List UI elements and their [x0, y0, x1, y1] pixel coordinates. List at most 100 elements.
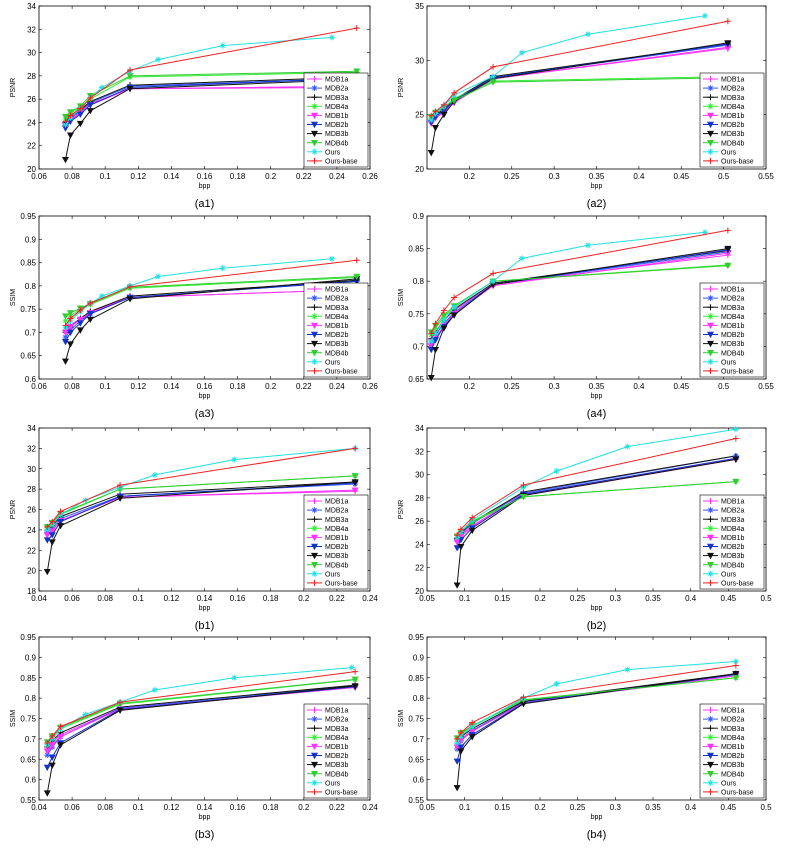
legend-marker — [706, 130, 715, 138]
data-point — [431, 346, 439, 354]
x-tick-label: 0.2 — [464, 172, 476, 181]
x-axis-label: bpp — [591, 183, 603, 190]
y-tick-label: 0.95 — [408, 633, 424, 642]
y-tick-label: 30 — [415, 56, 424, 65]
x-tick-label: 0.26 — [362, 172, 378, 181]
y-tick-label: 26 — [27, 506, 36, 515]
data-point — [490, 63, 497, 70]
chart-panel-8: 0.05 0.1 0.15 0.2 0.25 0.3 0.35 0.4 0.45 0.5 0.55 0… — [398, 633, 772, 841]
data-point — [48, 762, 56, 769]
data-point — [76, 327, 84, 334]
data-point — [432, 108, 439, 115]
y-tick-label: 0.9 — [413, 212, 425, 221]
legend-marker — [311, 707, 318, 713]
y-tick-label: 25 — [415, 111, 424, 120]
data-point — [151, 686, 158, 693]
data-point — [469, 514, 476, 521]
legend-marker — [707, 304, 714, 311]
legend-entry: MDB4b — [325, 350, 348, 357]
legend-marker — [707, 295, 714, 302]
y-axis-label: SSIM — [10, 289, 17, 306]
x-tick-label: 0.06 — [64, 803, 80, 812]
x-tick-label: 0.4 — [685, 594, 697, 603]
data-point — [87, 300, 94, 307]
data-point — [454, 739, 461, 746]
data-point — [62, 121, 69, 128]
y-tick-label: 20 — [415, 587, 424, 596]
legend-entry: Ours — [721, 780, 737, 787]
series-10 — [428, 227, 731, 337]
series-line — [430, 20, 728, 117]
series-10 — [62, 257, 360, 329]
x-axis-label: bpp — [199, 393, 211, 400]
x-tick-label: 0.04 — [31, 803, 47, 812]
legend-marker — [707, 570, 714, 577]
legend-marker — [310, 771, 319, 778]
chart-panel-3: 0.06 0.08 0.1 0.12 0.14 0.16 0.18 0.2 0.22 0.24 0.… — [10, 212, 378, 420]
x-axis-label: bpp — [591, 393, 603, 400]
data-point — [553, 468, 560, 475]
data-point — [351, 487, 359, 494]
x-tick-label: 0.45 — [721, 803, 737, 812]
x-tick-label: 0.2 — [534, 803, 546, 812]
legend-marker — [707, 286, 714, 292]
data-point — [43, 764, 51, 772]
x-tick-label: 0.1 — [459, 594, 471, 603]
data-point — [732, 426, 739, 433]
data-point — [76, 316, 84, 324]
legend-marker — [706, 543, 715, 551]
data-point — [440, 101, 447, 108]
legend-marker — [707, 313, 714, 320]
legend-marker — [706, 112, 715, 120]
legend-marker — [707, 507, 714, 514]
legend-entry: MDB1a — [325, 287, 348, 294]
data-point — [82, 711, 89, 718]
x-axis-label: bpp — [199, 183, 211, 190]
legend-marker — [311, 779, 318, 786]
legend-marker — [707, 148, 714, 155]
data-point — [353, 25, 360, 32]
legend: MDB1a MDB2a MDB3a MDB4a MDB1b MDB2b MDB3b MDB4b… — [699, 494, 765, 590]
data-point — [428, 338, 435, 345]
x-tick-label: 0.16 — [197, 172, 213, 181]
legend-entry: MDB2b — [721, 122, 744, 129]
legend-entry: Ours-base — [325, 581, 358, 588]
x-tick-label: 0.25 — [504, 172, 520, 181]
x-tick-label: 0.24 — [362, 594, 378, 603]
y-tick-label: 0.75 — [20, 715, 36, 724]
legend-marker — [706, 743, 715, 751]
x-tick-label: 0.2 — [534, 594, 546, 603]
legend-entry: MDB3a — [325, 95, 348, 102]
x-tick-label: 0.45 — [673, 382, 689, 391]
legend-entry: MDB2b — [325, 544, 348, 551]
y-tick-label: 0.85 — [408, 674, 424, 683]
data-point — [450, 97, 458, 105]
data-point — [77, 105, 84, 112]
legend-entry: Ours — [721, 359, 737, 366]
legend-entry: MDB3b — [721, 553, 744, 560]
legend-entry: MDB3a — [325, 305, 348, 312]
y-tick-label: 34 — [27, 2, 36, 11]
legend: MDB1a MDB2a MDB3a MDB4a MDB1b MDB2b MDB3b MDB4b… — [699, 72, 765, 168]
data-point — [468, 734, 476, 741]
panel-caption: (b1) — [195, 620, 215, 632]
legend: MDB1a MDB2a MDB3a MDB4a MDB1b MDB2b MDB3b MDB4b… — [303, 494, 369, 590]
chart-panel-2: 0.2 0.25 0.3 0.35 0.4 0.45 0.5 0.55 20 25 30 35 bpp P… — [398, 2, 774, 210]
y-tick-label: 24 — [415, 540, 424, 549]
data-point — [116, 495, 124, 502]
legend-marker — [311, 367, 318, 374]
x-tick-label: 0.06 — [31, 382, 47, 391]
y-axis-label: SSIM — [398, 710, 405, 727]
series-7 — [43, 479, 359, 576]
data-point — [219, 265, 226, 272]
data-point — [61, 358, 69, 365]
data-point — [457, 729, 464, 736]
y-tick-label: 0.65 — [20, 755, 36, 764]
data-point — [732, 662, 739, 669]
data-point — [67, 315, 74, 322]
data-point — [76, 111, 84, 118]
legend-entry: MDB4a — [721, 314, 744, 321]
legend-entry: MDB4b — [721, 771, 744, 778]
legend-marker — [707, 103, 714, 110]
legend: MDB1a MDB2a MDB3a MDB4a MDB1b MDB2b MDB3b MDB4b… — [303, 72, 369, 168]
